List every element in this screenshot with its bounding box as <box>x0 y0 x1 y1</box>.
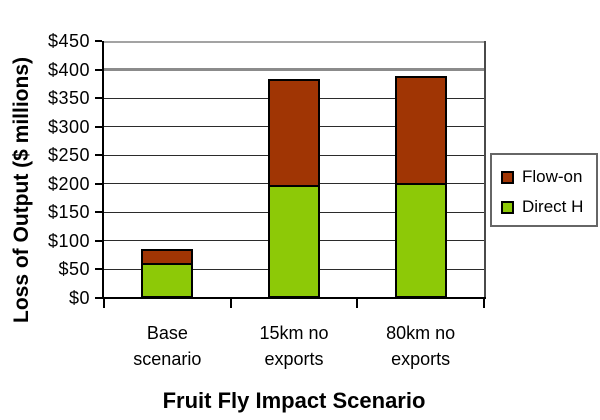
legend: Flow-on Direct H <box>490 153 598 227</box>
legend-item-flow-on: Flow-on <box>501 162 596 192</box>
legend-label-direct: Direct H <box>522 197 584 216</box>
bar-segment-flow-on <box>268 79 320 185</box>
y-axis-line <box>102 41 104 299</box>
x-category-label: 15km no exports <box>259 323 329 369</box>
y-axis-tick-label: $150 <box>47 202 90 223</box>
plot-right-border <box>484 41 486 299</box>
gridline <box>104 41 484 43</box>
bar-segment-direct <box>394 183 447 298</box>
y-axis-tick-label: $300 <box>47 116 90 137</box>
legend-label-flow-on: Flow-on <box>522 167 583 186</box>
y-axis-tick-label: $200 <box>47 173 90 194</box>
y-axis-tick <box>95 154 102 157</box>
plot-area <box>104 41 484 298</box>
bar-segment-direct <box>268 185 320 298</box>
bar-segment-direct <box>141 263 194 298</box>
legend-item-direct: Direct H <box>501 192 596 222</box>
legend-swatch-direct <box>501 200 514 214</box>
y-axis-tick <box>95 68 102 71</box>
bar-segment-flow-on <box>141 249 194 263</box>
y-axis-tick <box>95 211 102 214</box>
y-axis-tick <box>95 97 102 100</box>
y-axis-tick-label: $400 <box>47 59 90 80</box>
y-axis-tick <box>95 239 102 242</box>
y-axis-tick-label: $100 <box>47 230 90 251</box>
legend-swatch-flow-on <box>501 170 514 184</box>
y-axis-tick <box>95 268 102 271</box>
x-axis-tick <box>483 299 485 308</box>
bar-segment-flow-on <box>394 76 447 183</box>
y-axis-tick-label: $0 <box>68 288 90 308</box>
x-axis-tick <box>103 299 105 308</box>
x-axis-tick <box>229 299 232 308</box>
x-axis-title: Fruit Fly Impact Scenario <box>162 388 426 413</box>
gridline <box>104 68 484 72</box>
y-axis-tick <box>95 182 102 185</box>
y-axis-tick-label: $450 <box>47 31 90 51</box>
x-axis-tick <box>356 299 359 308</box>
y-axis-tick-label: $250 <box>47 145 90 166</box>
x-category-label: Base scenario <box>133 323 202 369</box>
y-axis-tick <box>95 40 102 42</box>
y-axis-tick <box>95 125 102 128</box>
x-axis-line <box>102 297 486 299</box>
y-axis-tick-label: $350 <box>47 88 90 109</box>
y-axis-tick <box>95 297 102 299</box>
x-category-label: 80km no exports <box>386 323 456 369</box>
y-axis-tick-label: $50 <box>58 259 90 280</box>
